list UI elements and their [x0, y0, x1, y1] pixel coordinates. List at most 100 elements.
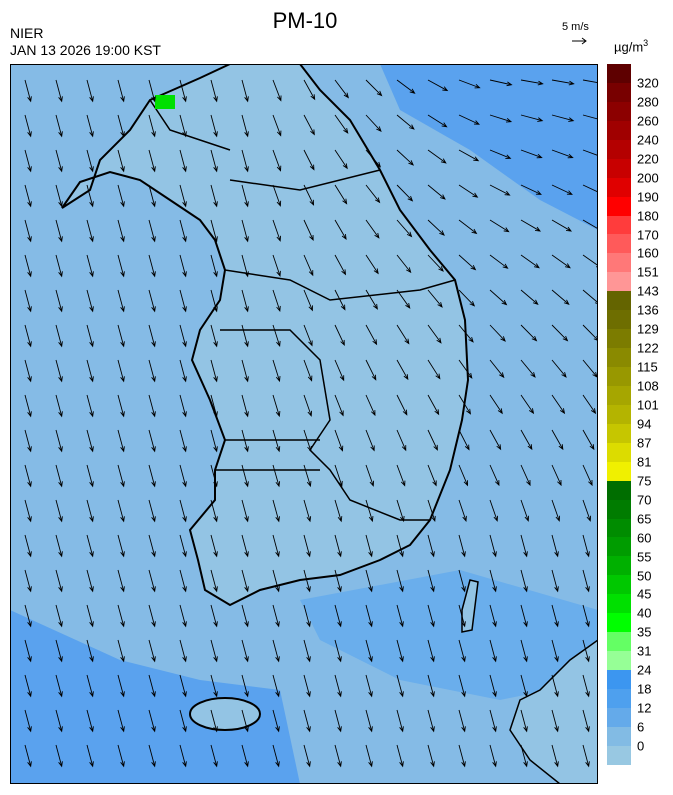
jeju-island	[189, 697, 261, 731]
wind-arrow	[272, 359, 281, 383]
wind-arrow	[272, 709, 280, 733]
unit-text: µg/m	[614, 39, 644, 55]
wind-arrow	[582, 569, 590, 593]
colorbar-label: 40	[637, 605, 652, 621]
wind-arrow	[24, 744, 32, 768]
wind-arrow	[55, 604, 63, 628]
wind-arrow	[520, 744, 528, 768]
colorbar-segment	[607, 613, 631, 633]
wind-arrow	[334, 744, 342, 768]
wind-arrow	[427, 674, 435, 698]
wind-arrow	[427, 254, 444, 272]
wind-arrow	[303, 79, 316, 101]
wind-arrow	[489, 709, 497, 733]
colorbar-label: 170	[637, 227, 659, 242]
wind-arrow	[117, 429, 125, 453]
wind-arrow	[489, 534, 497, 558]
wind-arrow	[458, 674, 466, 698]
colorbar-segment	[607, 120, 631, 140]
wind-arrow	[551, 184, 573, 195]
colorbar-label: 70	[637, 492, 652, 508]
wind-arrow	[24, 429, 32, 453]
wind-arrow	[334, 464, 343, 487]
colorbar-label: 108	[637, 378, 659, 394]
wind-arrow	[520, 604, 528, 628]
wind-arrow	[582, 79, 598, 84]
wind-arrow	[241, 464, 249, 488]
wind-arrow	[551, 394, 566, 415]
wind-arrow	[458, 604, 466, 628]
wind-arrow	[86, 464, 94, 488]
wind-arrow	[55, 429, 63, 453]
wind-arrow	[148, 219, 156, 243]
wind-arrow	[489, 744, 497, 768]
wind-arrow	[334, 359, 345, 382]
wind-arrow	[520, 184, 542, 195]
wind-arrow	[334, 219, 347, 241]
wind-arrow	[179, 569, 187, 593]
wind-arrow	[489, 674, 497, 698]
wind-arrow	[241, 114, 249, 138]
wind-arrow	[303, 359, 313, 382]
wind-arrow	[520, 429, 533, 451]
colorbar-label: 190	[637, 189, 659, 205]
wind-arrow	[396, 674, 404, 698]
wind-arrow	[458, 639, 466, 663]
wind-arrow	[396, 79, 416, 94]
wind-arrow	[396, 569, 404, 593]
wind-arrow	[365, 219, 380, 239]
wind-arrow	[24, 114, 32, 138]
wind-arrow	[241, 359, 249, 383]
wind-arrow	[396, 184, 414, 202]
wind-arrow	[24, 394, 32, 418]
wind-arrow	[489, 639, 497, 663]
wind-arrow	[148, 114, 156, 138]
wind-arrow	[86, 324, 94, 348]
wind-arrow	[489, 359, 505, 379]
colorbar-segment	[607, 537, 631, 557]
wind-arrow	[24, 149, 32, 173]
wind-arrow	[365, 499, 374, 523]
wind-arrow	[148, 709, 156, 733]
wind-arrow	[427, 79, 449, 92]
wind-arrow	[551, 289, 570, 305]
wind-arrow	[303, 114, 315, 136]
wind-arrow	[582, 149, 598, 156]
colorbar-label: 65	[637, 511, 652, 527]
wind-arrow	[148, 639, 156, 663]
wind-arrow	[117, 744, 125, 768]
wind-arrow	[241, 534, 249, 558]
wind-arrow	[179, 394, 187, 418]
wind-arrow	[241, 254, 249, 278]
wind-arrow	[365, 534, 373, 558]
wind-arrow	[55, 499, 63, 523]
wind-arrow	[582, 394, 597, 415]
wind-arrow	[458, 394, 472, 415]
colorbar-segment	[607, 575, 631, 595]
wind-arrow	[427, 429, 438, 451]
wind-arrow	[458, 359, 473, 379]
wind-arrow	[396, 394, 408, 416]
wind-arrow	[117, 324, 125, 348]
wind-arrow	[334, 79, 349, 99]
colorbar-segment	[607, 196, 631, 216]
wind-arrow	[86, 184, 94, 208]
wind-arrow	[117, 394, 125, 418]
wind-arrow	[86, 149, 94, 173]
wind-arrow	[520, 394, 535, 415]
wind-arrow	[303, 254, 314, 277]
wind-arrow	[210, 359, 218, 383]
high-band-northeast	[380, 64, 598, 230]
wind-arrow	[179, 674, 187, 698]
wind-arrow	[551, 639, 559, 663]
wind-arrow	[396, 114, 415, 130]
wind-arrow	[458, 184, 479, 198]
wind-arrow	[241, 79, 249, 103]
wind-arrow	[365, 289, 378, 310]
wind-arrow	[365, 744, 373, 768]
timestamp-label: JAN 13 2026 19:00 KST	[10, 42, 161, 58]
wind-arrow	[272, 429, 281, 453]
pm10-map	[10, 64, 598, 784]
wind-arrow	[489, 114, 513, 123]
wind-arrow	[241, 394, 249, 418]
